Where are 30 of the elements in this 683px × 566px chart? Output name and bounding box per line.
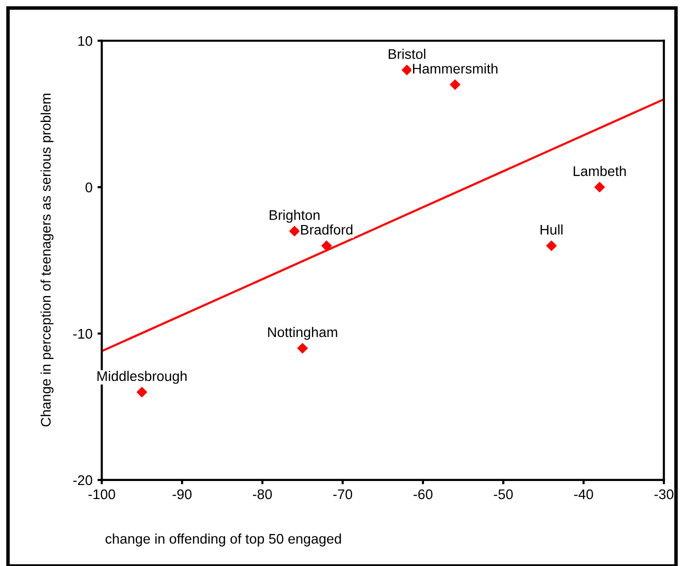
point — [321, 240, 332, 252]
x-tick-label: -50 — [494, 489, 513, 500]
x-tick-label: -60 — [414, 489, 432, 500]
y-tick-label: -20 — [73, 475, 92, 486]
x-tick-label: -100 — [88, 489, 116, 500]
point — [136, 386, 148, 398]
annotation: Hammersmith — [413, 63, 498, 74]
y-axis-title: Change in perception of teenagers as serious problem — [40, 94, 54, 426]
point — [289, 226, 300, 236]
annotation: Brighton — [270, 210, 320, 223]
annotation: Hull — [540, 224, 562, 235]
point — [297, 342, 308, 354]
x-tick-label: -80 — [252, 489, 272, 500]
point — [546, 240, 557, 252]
point — [450, 79, 460, 90]
x-tick-label: -30 — [654, 489, 674, 500]
x-tick-label: -90 — [172, 489, 192, 500]
annotation: Middlesbrough — [98, 370, 187, 384]
point — [402, 64, 412, 76]
annotation: Bristol — [388, 48, 426, 59]
y-tick-label: -10 — [73, 328, 92, 339]
annotation: Bradford — [301, 224, 352, 235]
x-tick-label: -40 — [574, 489, 594, 500]
y-tick-label: 10 — [78, 36, 92, 46]
annotation: Nottingham — [268, 326, 338, 340]
x-axis-title: change in offending of top 50 engaged — [106, 534, 341, 546]
y-tick-label: 0 — [86, 182, 92, 192]
annotation: Lambeth — [574, 166, 626, 176]
x-tick-label: -70 — [333, 489, 352, 500]
point — [594, 182, 606, 193]
